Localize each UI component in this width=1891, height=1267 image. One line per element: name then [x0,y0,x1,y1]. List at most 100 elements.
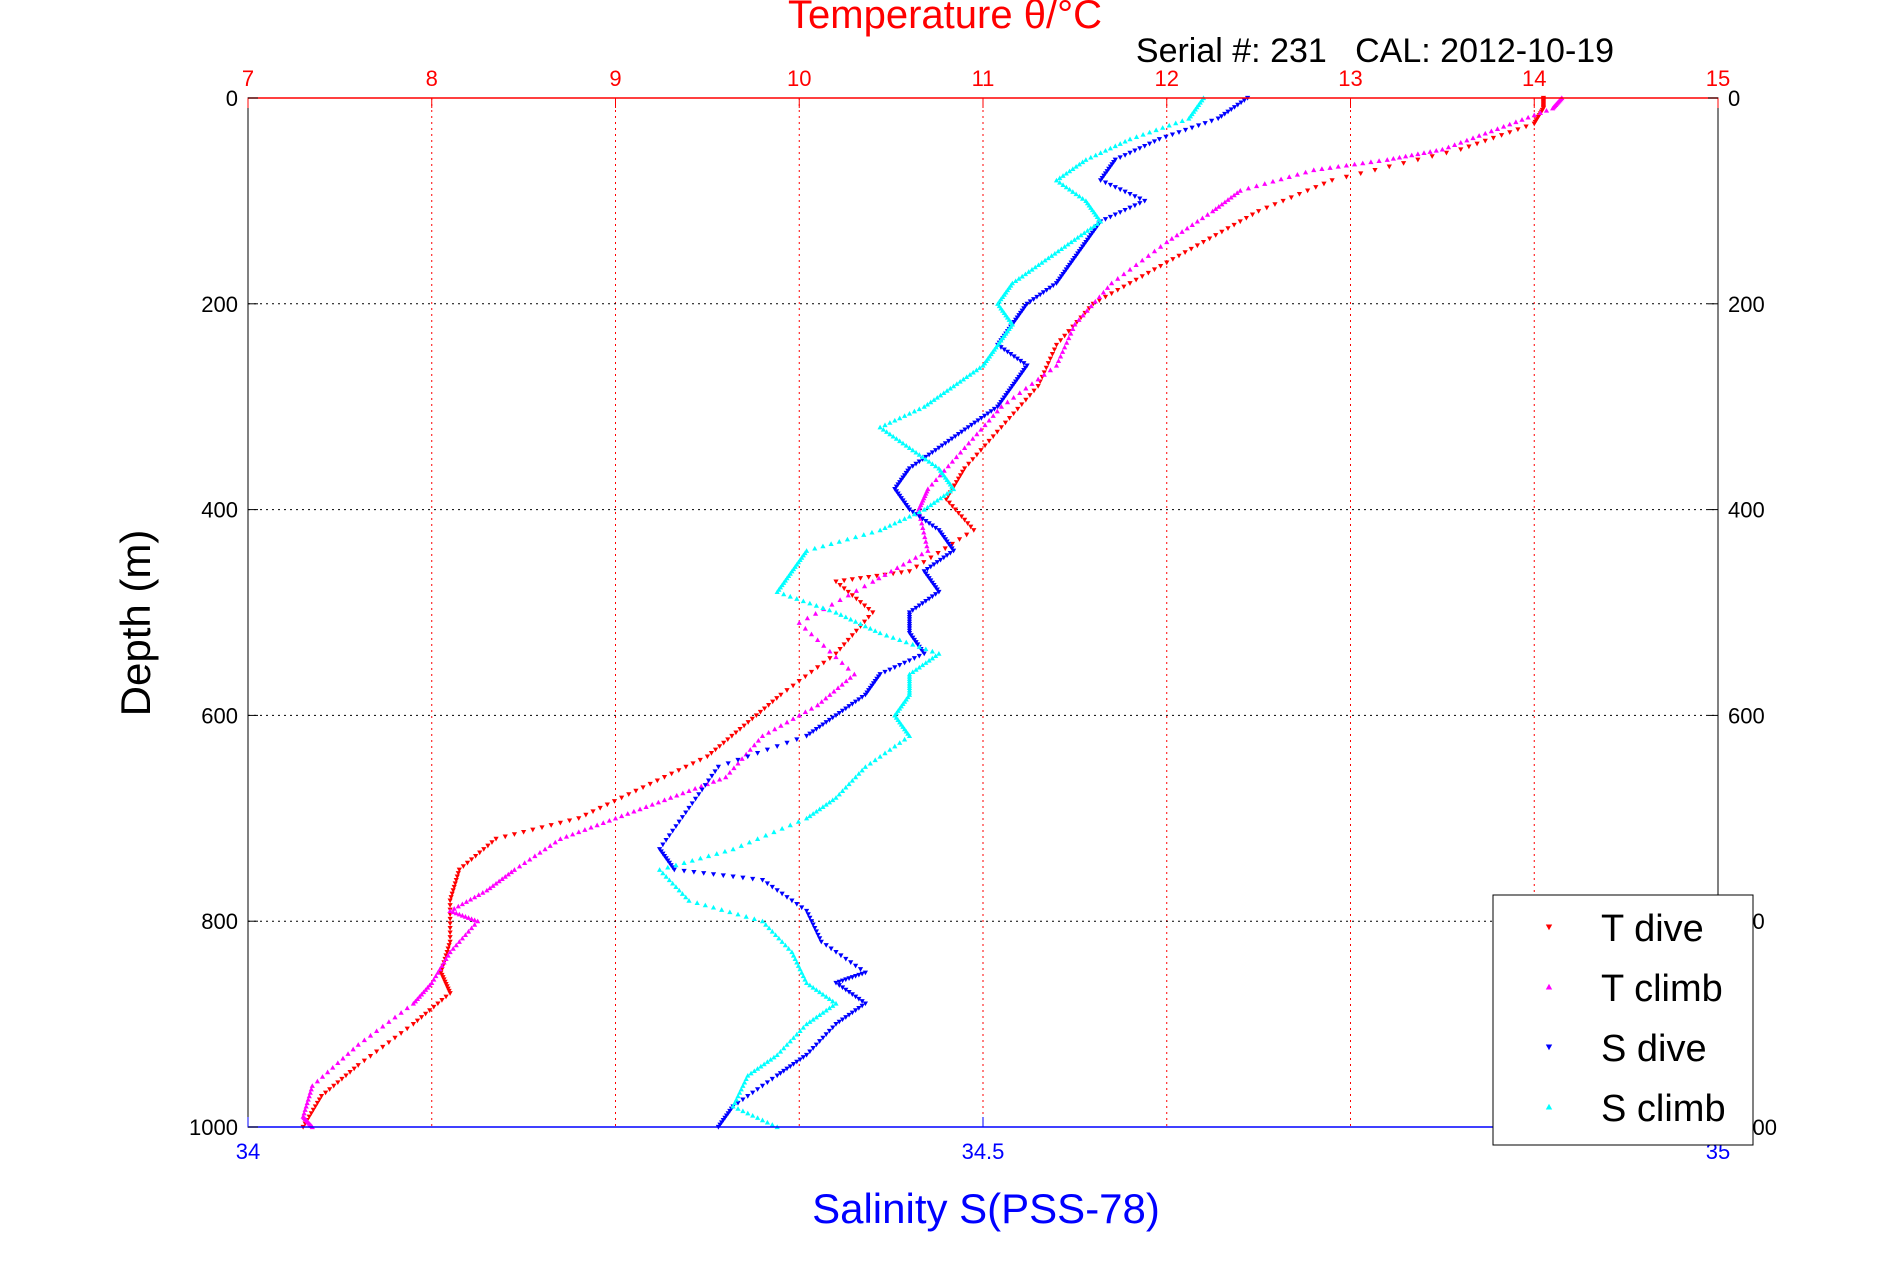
data-point [1213,206,1219,211]
data-point [826,1005,833,1011]
data-point [843,1015,849,1020]
data-point [735,1106,741,1111]
data-point [588,824,594,830]
data-point [481,847,487,852]
data-point [926,521,932,526]
data-point [928,399,934,405]
data-point [790,1035,797,1040]
data-point [853,994,859,1000]
data-point [527,856,533,862]
data-point [843,614,849,620]
data-point [921,404,927,409]
chart-subtitle: Serial #: 231 CAL: 2012-10-19 [1136,32,1614,70]
data-point [669,771,675,777]
data-point [447,935,453,940]
data-point [654,778,660,784]
data-point [794,1031,800,1037]
data-point [911,408,917,414]
data-point [853,699,859,705]
data-point [794,901,800,907]
data-point [836,983,842,988]
data-point [823,994,829,999]
data-point [857,967,864,972]
data-point [929,594,935,600]
data-point [1133,277,1139,283]
data-point [412,998,419,1004]
data-point [846,781,852,787]
series-s-climb [657,95,1207,1130]
data-point [770,699,776,705]
data-point [1127,281,1133,286]
data-point [1133,262,1139,268]
data-point [826,799,833,805]
data-point [926,596,932,602]
data-point [890,433,896,439]
data-point [410,1022,416,1027]
data-point [1093,152,1099,158]
data-point [964,374,970,380]
data-point [489,840,495,845]
data-point [1051,347,1058,353]
data-point [496,878,502,884]
data-point [815,665,821,670]
grid [248,98,1718,1127]
data-point [676,819,682,825]
data-point [730,874,736,880]
data-point [472,922,478,927]
data-point [968,422,975,428]
data-point [916,509,922,514]
data-point [462,914,469,919]
data-point [779,939,785,944]
data-point [1055,358,1062,364]
data-point [920,525,926,530]
data-point [897,637,903,643]
data-point [1219,229,1225,235]
data-point [882,572,888,577]
data-point [1222,199,1228,205]
data-point [750,1090,756,1096]
data-point [916,406,922,412]
data-point [763,832,769,838]
data-point [866,574,872,580]
data-point [451,884,457,890]
data-point [1047,356,1053,362]
data-point [423,987,429,992]
data-point [606,817,612,823]
data-point [1228,194,1234,200]
y-tick-label: 200 [201,292,238,317]
data-point [921,507,927,512]
data-point [1182,127,1189,133]
data-point [1142,198,1148,204]
data-point [1225,109,1231,115]
data-point [468,925,475,931]
data-point [853,963,859,969]
data-point [1102,294,1109,300]
data-point [566,818,573,824]
data-point [1055,248,1061,254]
data-point [441,959,447,965]
data-point [823,801,829,807]
data-point [1063,170,1069,176]
data-point [1122,153,1128,158]
data-point [1019,402,1025,408]
data-point [1107,214,1113,220]
legend-marker [1545,924,1553,931]
data-point [314,1078,321,1084]
data-point [1047,285,1053,291]
data-point [755,836,761,841]
data-point [1017,358,1024,364]
data-point [710,872,717,877]
data-point [959,469,966,475]
data-point [1022,271,1029,277]
data-point [953,480,960,485]
data-point [449,891,455,897]
data-point [856,1006,862,1011]
data-point [1194,243,1200,249]
data-point [892,417,898,423]
data-point [502,874,508,879]
data-point [853,628,860,634]
data-point [789,898,795,904]
data-point [784,740,790,746]
data-point [947,550,953,556]
data-point [1115,276,1121,281]
